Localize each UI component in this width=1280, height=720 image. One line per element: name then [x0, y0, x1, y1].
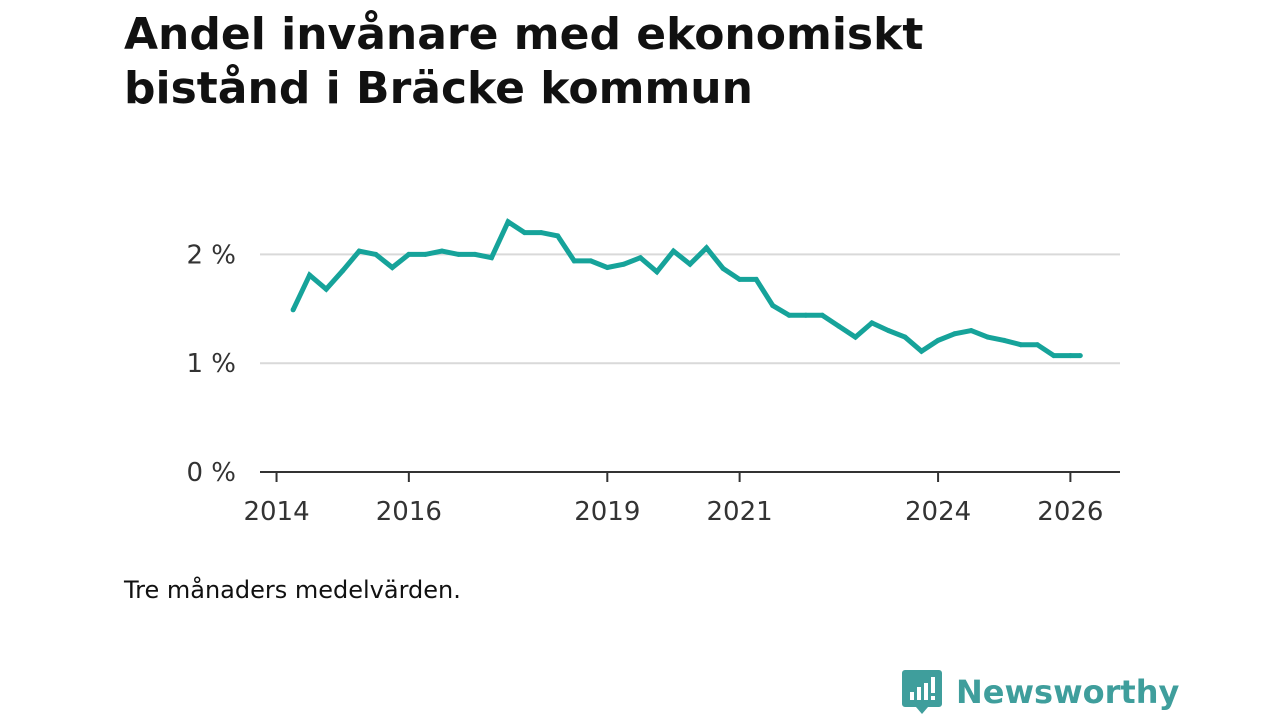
data-point [637, 255, 643, 261]
x-tick-label: 2024 [905, 497, 971, 527]
data-point [753, 276, 759, 282]
data-point [555, 233, 561, 239]
data-point [852, 334, 858, 340]
data-point [836, 323, 842, 329]
data-point [571, 258, 577, 264]
x-axis-ticks [275, 472, 1072, 482]
data-point [588, 258, 594, 264]
data-point [604, 265, 610, 270]
data-point [1018, 342, 1024, 348]
data-point [323, 286, 329, 292]
x-tick-label: 2026 [1037, 497, 1103, 527]
brand-name: Newsworthy [956, 673, 1180, 711]
data-point [505, 219, 511, 225]
data-point [770, 303, 776, 308]
x-axis-labels: 2014 2016 2019 2021 2024 2026 [243, 497, 1103, 527]
x-tick-label: 2014 [243, 497, 309, 527]
data-point [985, 334, 991, 340]
data-point [538, 230, 544, 236]
data-point [919, 348, 924, 354]
brand: Newsworthy [902, 670, 1179, 714]
data-point [1077, 353, 1083, 359]
line-chart: 0 % 1 % 2 % 2014 2016 2019 2021 2024 2026 [186, 218, 1120, 527]
series-line [290, 218, 1081, 359]
grid-lines [260, 253, 1120, 365]
data-point [902, 334, 908, 340]
data-point [389, 265, 395, 270]
data-point [952, 331, 958, 337]
chart-title: Andel invånare med ekonomiskt bistånd i … [124, 9, 924, 114]
data-point [1034, 342, 1040, 348]
data-point [522, 230, 528, 236]
data-point [373, 251, 379, 257]
y-tick-label: 2 % [186, 240, 236, 270]
data-point [406, 251, 412, 257]
data-point [1001, 337, 1007, 343]
data-point [687, 261, 693, 267]
data-point [439, 248, 445, 254]
series-layer [290, 218, 1083, 359]
data-point [968, 328, 974, 334]
data-point [737, 276, 743, 282]
data-point [886, 328, 891, 334]
data-point [340, 268, 346, 274]
data-point [1051, 353, 1057, 359]
data-point [935, 337, 941, 343]
data-point [869, 320, 875, 326]
data-point [621, 261, 627, 267]
data-point [472, 251, 478, 257]
y-tick-label: 0 % [186, 458, 236, 488]
newsworthy-logo-icon [902, 670, 942, 714]
data-point [456, 251, 461, 257]
y-axis-labels: 0 % 1 % 2 % [186, 240, 236, 488]
y-tick-label: 1 % [186, 349, 236, 379]
x-tick-label: 2021 [707, 497, 773, 527]
data-point [307, 272, 313, 278]
data-point [704, 245, 709, 251]
data-point [803, 312, 809, 318]
data-point [422, 251, 428, 257]
chart-footnote: Tre månaders medelvärden. [124, 576, 461, 604]
x-tick-label: 2016 [376, 497, 442, 527]
x-tick-label: 2019 [574, 497, 640, 527]
data-point [819, 312, 825, 318]
data-point [720, 266, 726, 271]
data-point [290, 307, 296, 313]
data-point [654, 269, 660, 275]
data-point [786, 312, 792, 318]
data-point [489, 255, 494, 261]
data-point [1067, 353, 1073, 359]
data-point [671, 248, 676, 254]
data-point [356, 248, 362, 254]
